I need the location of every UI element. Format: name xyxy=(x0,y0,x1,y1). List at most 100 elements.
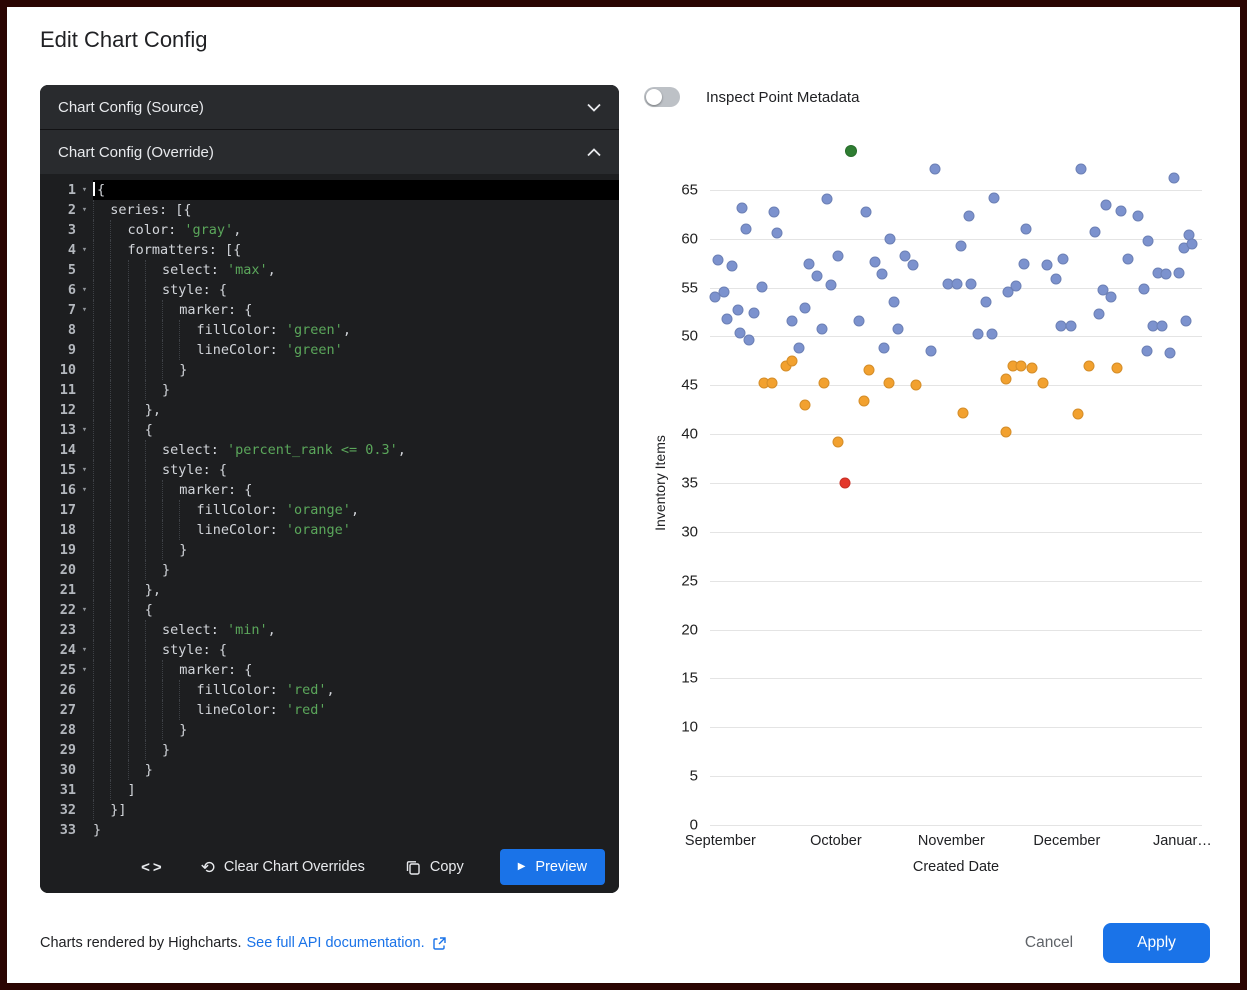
scatter-point-default[interactable] xyxy=(876,268,888,280)
code-line[interactable]: 14 select: 'percent_rank <= 0.3', xyxy=(40,440,619,460)
code-line[interactable]: 16 ▾ marker: { xyxy=(40,480,619,500)
scatter-point-default[interactable] xyxy=(1138,283,1150,295)
scatter-point-percent-rank-low[interactable] xyxy=(1037,377,1049,389)
scatter-point-default[interactable] xyxy=(718,286,730,298)
scatter-point-default[interactable] xyxy=(786,315,798,327)
scatter-point-percent-rank-low[interactable] xyxy=(957,407,969,419)
code-line[interactable]: 30 } xyxy=(40,760,619,780)
code-line[interactable]: 3 color: 'gray', xyxy=(40,220,619,240)
scatter-point-default[interactable] xyxy=(1093,308,1105,320)
scatter-point-min[interactable] xyxy=(839,477,851,489)
source-section-header[interactable]: Chart Config (Source) xyxy=(40,85,619,129)
code-line[interactable]: 17 fillColor: 'orange', xyxy=(40,500,619,520)
scatter-point-percent-rank-low[interactable] xyxy=(858,395,870,407)
scatter-point-percent-rank-low[interactable] xyxy=(766,377,778,389)
scatter-point-default[interactable] xyxy=(1142,235,1154,247)
code-line[interactable]: 31 ] xyxy=(40,780,619,800)
code-line[interactable]: 6 ▾ style: { xyxy=(40,280,619,300)
code-line[interactable]: 32 }] xyxy=(40,800,619,820)
code-line[interactable]: 12 }, xyxy=(40,400,619,420)
scatter-point-default[interactable] xyxy=(1180,315,1192,327)
scatter-point-default[interactable] xyxy=(803,258,815,270)
cancel-button[interactable]: Cancel xyxy=(1007,925,1091,961)
scatter-point-default[interactable] xyxy=(1115,205,1127,217)
scatter-point-default[interactable] xyxy=(1041,259,1053,271)
scatter-point-default[interactable] xyxy=(1055,320,1067,332)
code-line[interactable]: 7 ▾ marker: { xyxy=(40,300,619,320)
fold-toggle-icon[interactable]: ▾ xyxy=(81,205,88,215)
scatter-point-percent-rank-low[interactable] xyxy=(1000,373,1012,385)
scatter-point-default[interactable] xyxy=(1100,199,1112,211)
code-line[interactable]: 26 fillColor: 'red', xyxy=(40,680,619,700)
code-line[interactable]: 25 ▾ marker: { xyxy=(40,660,619,680)
scatter-point-default[interactable] xyxy=(740,223,752,235)
scatter-point-percent-rank-low[interactable] xyxy=(1000,426,1012,438)
scatter-point-default[interactable] xyxy=(748,307,760,319)
code-line[interactable]: 4 ▾ formatters: [{ xyxy=(40,240,619,260)
scatter-point-percent-rank-low[interactable] xyxy=(883,377,895,389)
scatter-point-default[interactable] xyxy=(1050,273,1062,285)
fold-toggle-icon[interactable]: ▾ xyxy=(81,485,88,495)
code-icon[interactable]: <> xyxy=(141,858,165,876)
fold-toggle-icon[interactable]: ▾ xyxy=(81,665,88,675)
scatter-point-percent-rank-low[interactable] xyxy=(1072,408,1084,420)
code-line[interactable]: 21 }, xyxy=(40,580,619,600)
scatter-point-default[interactable] xyxy=(1152,267,1164,279)
scatter-point-default[interactable] xyxy=(878,342,890,354)
scatter-point-default[interactable] xyxy=(1183,229,1195,241)
scatter-point-default[interactable] xyxy=(907,259,919,271)
scatter-point-default[interactable] xyxy=(712,254,724,266)
scatter-point-default[interactable] xyxy=(771,227,783,239)
scatter-point-default[interactable] xyxy=(1186,238,1198,250)
scatter-point-default[interactable] xyxy=(821,193,833,205)
fold-toggle-icon[interactable]: ▾ xyxy=(81,185,88,195)
scatter-point-default[interactable] xyxy=(1178,242,1190,254)
scatter-point-percent-rank-low[interactable] xyxy=(1083,360,1095,372)
scatter-point-default[interactable] xyxy=(832,250,844,262)
scatter-point-default[interactable] xyxy=(1173,267,1185,279)
scatter-point-default[interactable] xyxy=(1122,253,1134,265)
scatter-point-default[interactable] xyxy=(942,278,954,290)
code-line[interactable]: 18 lineColor: 'orange' xyxy=(40,520,619,540)
scatter-point-percent-rank-low[interactable] xyxy=(786,355,798,367)
code-line[interactable]: 9 lineColor: 'green' xyxy=(40,340,619,360)
code-line[interactable]: 24 ▾ style: { xyxy=(40,640,619,660)
scatter-point-default[interactable] xyxy=(869,256,881,268)
scatter-point-percent-rank-low[interactable] xyxy=(1007,360,1019,372)
code-line[interactable]: 5 select: 'max', xyxy=(40,260,619,280)
code-line[interactable]: 8 fillColor: 'green', xyxy=(40,320,619,340)
external-link-icon[interactable] xyxy=(432,936,447,951)
scatter-point-default[interactable] xyxy=(734,327,746,339)
fold-toggle-icon[interactable]: ▾ xyxy=(81,425,88,435)
scatter-point-default[interactable] xyxy=(899,250,911,262)
scatter-point-percent-rank-low[interactable] xyxy=(832,436,844,448)
code-line[interactable]: 1 ▾ { xyxy=(40,180,619,200)
fold-toggle-icon[interactable]: ▾ xyxy=(81,245,88,255)
scatter-point-default[interactable] xyxy=(1097,284,1109,296)
scatter-point-default[interactable] xyxy=(1132,210,1144,222)
code-editor[interactable]: 1 ▾ {2 ▾ series: [{3 color: 'gray', 4 ▾ forma… xyxy=(40,174,619,841)
preview-button[interactable]: ▶ Preview xyxy=(499,849,605,885)
copy-button[interactable]: Copy xyxy=(401,853,468,881)
scatter-point-default[interactable] xyxy=(756,281,768,293)
scatter-point-percent-rank-low[interactable] xyxy=(758,377,770,389)
fold-toggle-icon[interactable]: ▾ xyxy=(81,285,88,295)
code-line[interactable]: 33} xyxy=(40,820,619,840)
scatter-point-default[interactable] xyxy=(1010,280,1022,292)
scatter-point-default[interactable] xyxy=(721,313,733,325)
code-line[interactable]: 27 lineColor: 'red' xyxy=(40,700,619,720)
scatter-point-percent-rank-low[interactable] xyxy=(863,364,875,376)
scatter-point-default[interactable] xyxy=(799,302,811,314)
scatter-point-default[interactable] xyxy=(1156,320,1168,332)
scatter-point-default[interactable] xyxy=(925,345,937,357)
scatter-point-percent-rank-low[interactable] xyxy=(799,399,811,411)
scatter-point-default[interactable] xyxy=(965,278,977,290)
scatter-point-default[interactable] xyxy=(1168,172,1180,184)
code-line[interactable]: 28 } xyxy=(40,720,619,740)
scatter-point-max[interactable] xyxy=(844,144,857,157)
scatter-point-default[interactable] xyxy=(1105,291,1117,303)
scatter-point-default[interactable] xyxy=(951,278,963,290)
scatter-point-default[interactable] xyxy=(1065,320,1077,332)
scatter-point-default[interactable] xyxy=(743,334,755,346)
override-section-header[interactable]: Chart Config (Override) xyxy=(40,130,619,174)
